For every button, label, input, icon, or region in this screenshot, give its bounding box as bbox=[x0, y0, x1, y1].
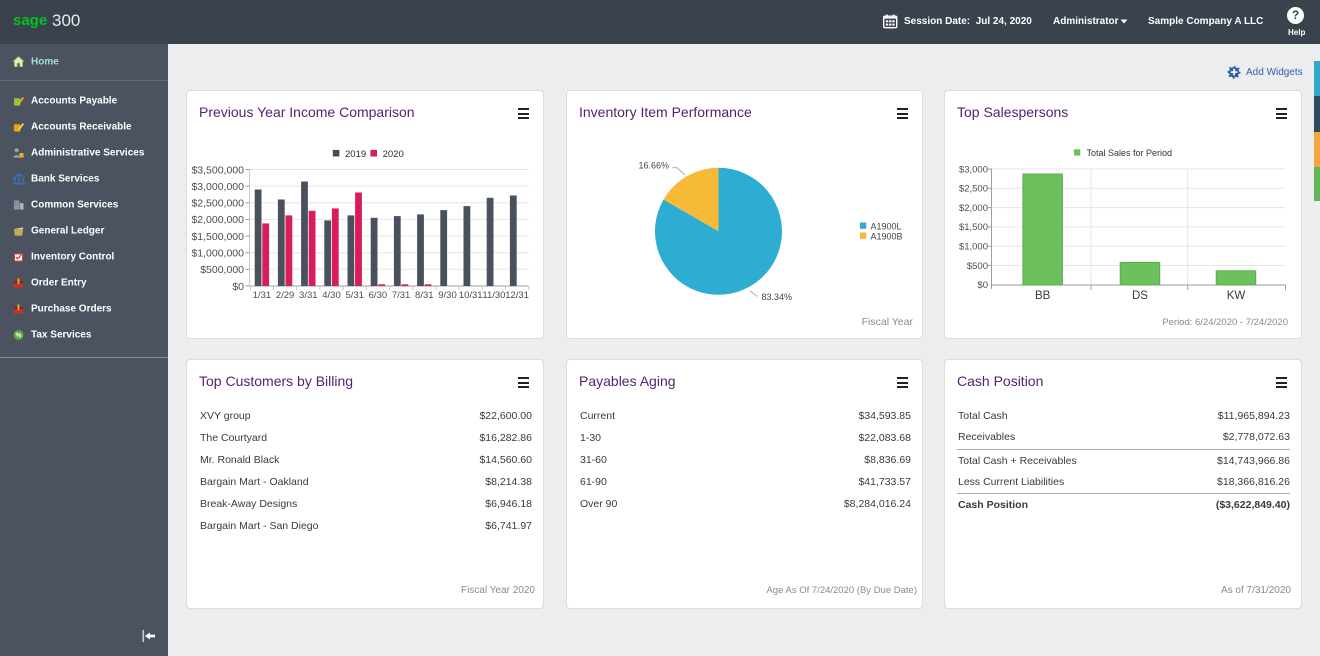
svg-text:$2,500: $2,500 bbox=[959, 184, 988, 195]
svg-text:$3,500,000: $3,500,000 bbox=[191, 164, 244, 176]
svg-text:$2,500,000: $2,500,000 bbox=[191, 198, 244, 210]
svg-text:2020: 2020 bbox=[383, 149, 404, 160]
svg-text:$2,000: $2,000 bbox=[959, 203, 988, 214]
svg-text:$3,000: $3,000 bbox=[959, 164, 988, 175]
svg-text:16.66%: 16.66% bbox=[638, 161, 669, 171]
svg-text:4/30: 4/30 bbox=[322, 290, 341, 301]
svg-text:83.34%: 83.34% bbox=[762, 292, 793, 302]
svg-text:1/31: 1/31 bbox=[253, 290, 272, 301]
svg-text:$500,000: $500,000 bbox=[200, 264, 244, 276]
svg-text:7/31: 7/31 bbox=[392, 290, 411, 301]
svg-text:$1,000,000: $1,000,000 bbox=[191, 248, 244, 260]
svg-text:$1,000: $1,000 bbox=[959, 242, 988, 253]
svg-text:%: % bbox=[15, 332, 21, 339]
svg-text:$1,500,000: $1,500,000 bbox=[191, 231, 244, 243]
svg-text:2019: 2019 bbox=[345, 149, 366, 160]
svg-text:BB: BB bbox=[1035, 290, 1051, 302]
svg-text:KW: KW bbox=[1227, 290, 1246, 302]
svg-text:11/30: 11/30 bbox=[482, 290, 505, 301]
svg-text:$500: $500 bbox=[967, 261, 988, 272]
svg-text:12/31: 12/31 bbox=[505, 290, 529, 301]
svg-text:$3,000,000: $3,000,000 bbox=[191, 181, 244, 193]
svg-text:$1,500: $1,500 bbox=[959, 222, 988, 233]
svg-text:$0: $0 bbox=[232, 281, 244, 293]
svg-text:Total Sales for Period: Total Sales for Period bbox=[1087, 148, 1173, 158]
svg-text:DS: DS bbox=[1132, 290, 1148, 302]
svg-text:8/31: 8/31 bbox=[415, 290, 434, 301]
svg-text:$0: $0 bbox=[977, 280, 988, 291]
svg-text:5/31: 5/31 bbox=[345, 290, 364, 301]
svg-text:10/31: 10/31 bbox=[459, 290, 483, 301]
svg-text:2/29: 2/29 bbox=[276, 290, 295, 301]
svg-text:$2,000,000: $2,000,000 bbox=[191, 214, 244, 226]
svg-text:A1900L: A1900L bbox=[871, 221, 902, 231]
svg-text:A1900B: A1900B bbox=[871, 231, 903, 241]
svg-text:6/30: 6/30 bbox=[369, 290, 388, 301]
svg-text:3/31: 3/31 bbox=[299, 290, 318, 301]
svg-text:9/30: 9/30 bbox=[438, 290, 457, 301]
